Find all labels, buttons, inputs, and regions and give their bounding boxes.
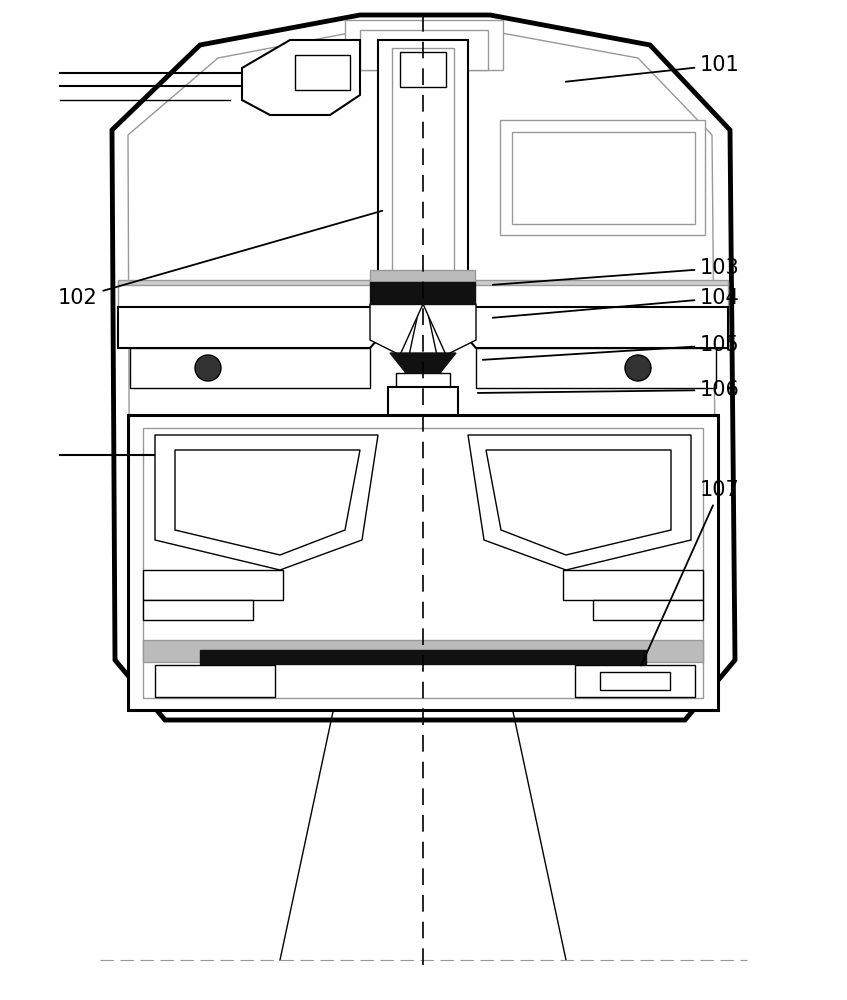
Bar	[396, 373, 450, 389]
Bar	[388, 387, 458, 415]
Bar	[143, 640, 703, 662]
Text: 101: 101	[566, 55, 739, 82]
Bar	[143, 428, 703, 698]
Bar	[593, 600, 703, 620]
Bar	[575, 665, 695, 697]
Bar	[128, 415, 718, 710]
Bar	[155, 665, 275, 697]
Bar	[345, 20, 503, 70]
Bar	[200, 650, 646, 664]
Bar	[370, 282, 475, 304]
Text: 102: 102	[58, 211, 382, 308]
Text: 107: 107	[641, 480, 739, 665]
Bar	[460, 282, 728, 307]
Polygon shape	[118, 307, 386, 348]
Bar	[143, 570, 283, 600]
Bar	[130, 348, 370, 388]
Bar	[378, 40, 468, 290]
Polygon shape	[155, 435, 378, 570]
Polygon shape	[423, 304, 476, 355]
Bar	[360, 30, 488, 70]
Bar	[143, 600, 253, 620]
Circle shape	[625, 355, 651, 381]
Text: 106: 106	[478, 380, 740, 400]
Polygon shape	[370, 304, 423, 355]
Text: 105: 105	[483, 335, 739, 360]
Bar	[460, 280, 728, 285]
Bar	[370, 270, 475, 282]
Bar	[600, 672, 670, 690]
Bar	[118, 280, 386, 285]
Polygon shape	[242, 40, 360, 115]
Bar	[500, 120, 705, 235]
Polygon shape	[460, 307, 728, 348]
Polygon shape	[468, 435, 691, 570]
Polygon shape	[486, 450, 671, 555]
Bar	[512, 132, 695, 224]
Circle shape	[195, 355, 221, 381]
Text: 104: 104	[493, 288, 739, 318]
Bar	[295, 55, 350, 90]
Bar	[118, 282, 386, 307]
Polygon shape	[390, 353, 456, 373]
Polygon shape	[112, 15, 735, 720]
Bar	[476, 348, 716, 388]
Bar	[392, 48, 454, 288]
Polygon shape	[175, 450, 360, 555]
Bar	[563, 570, 703, 600]
Bar	[400, 52, 446, 87]
Text: 103: 103	[493, 258, 739, 285]
